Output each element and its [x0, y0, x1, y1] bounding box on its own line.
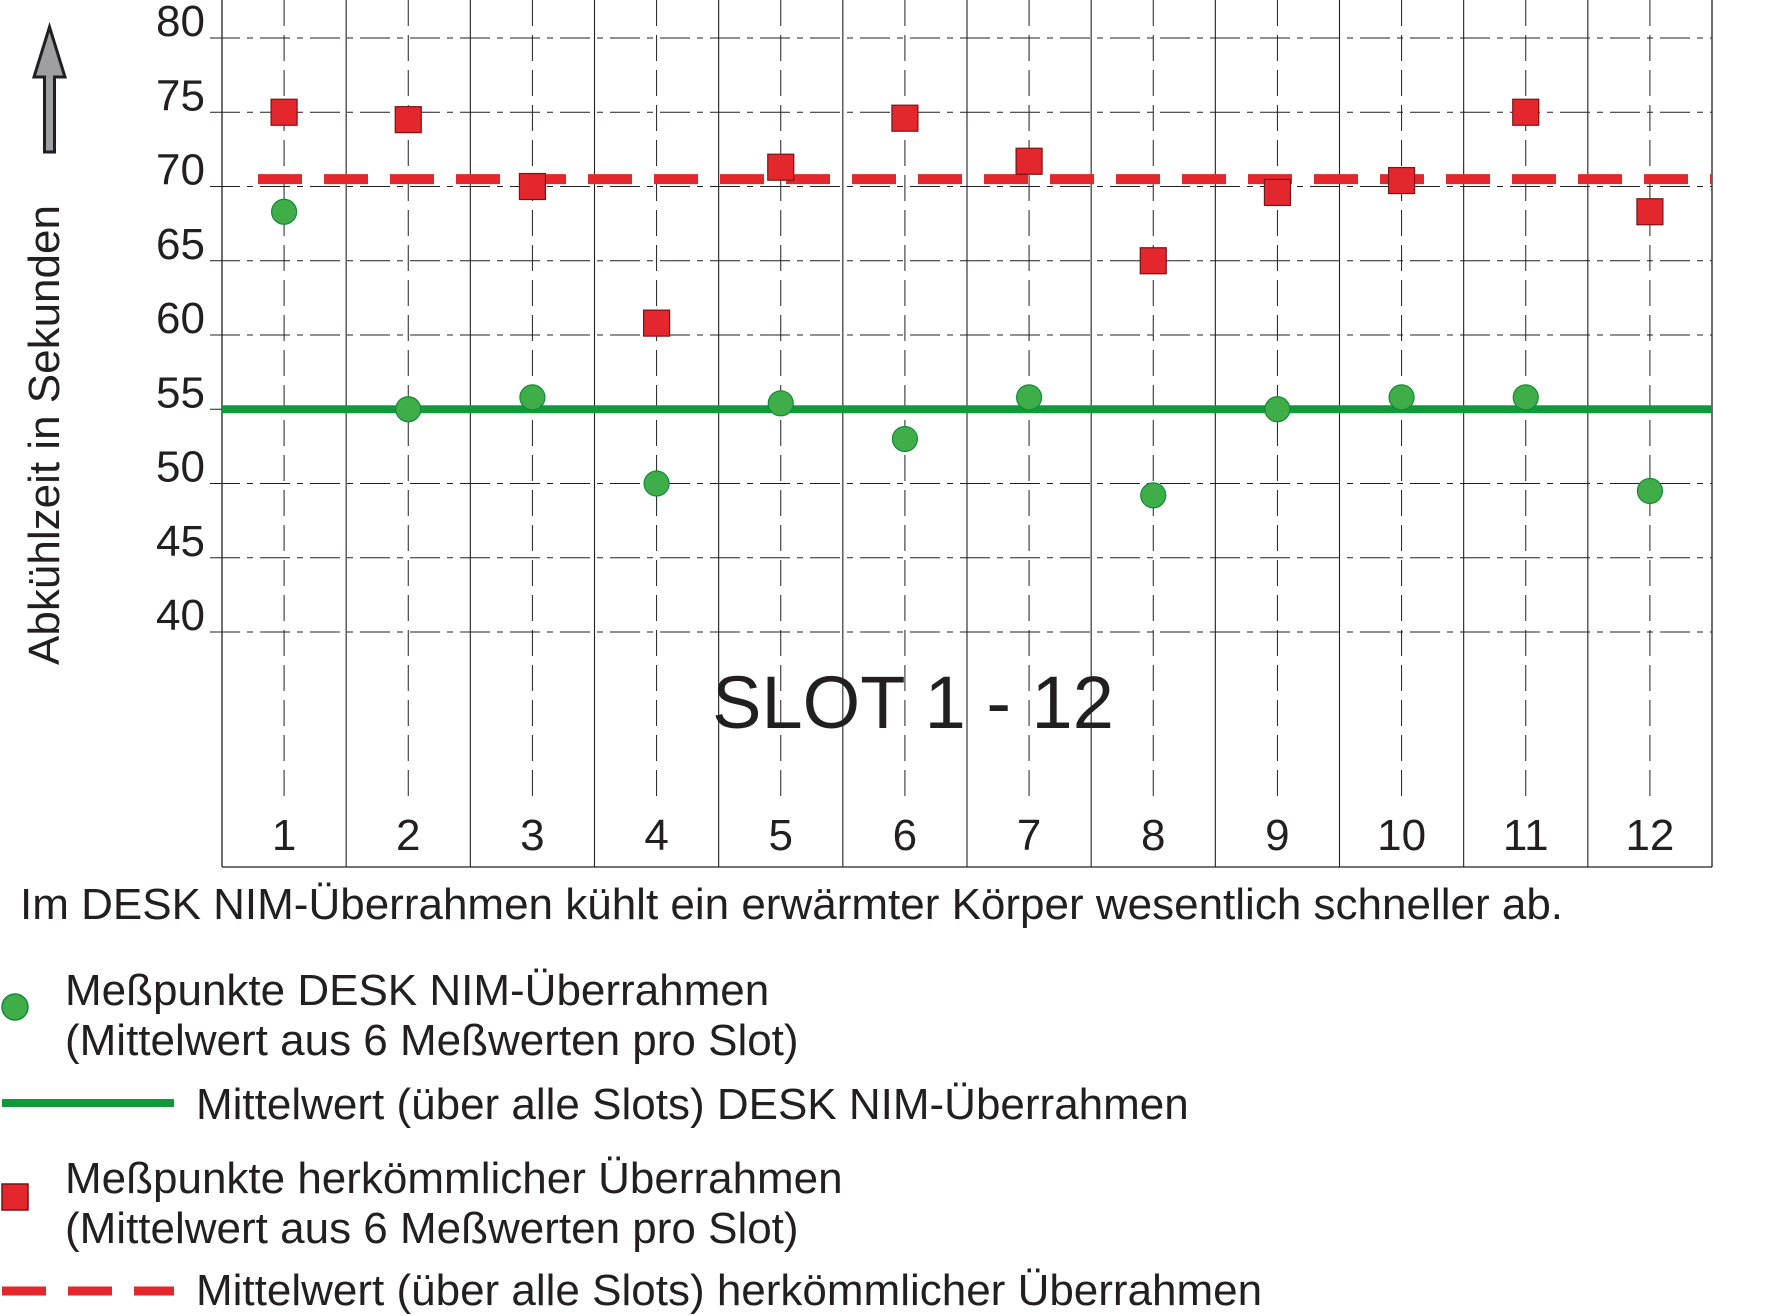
x-tick-label: 1 — [272, 811, 296, 860]
data-point-conventional — [891, 104, 919, 132]
y-tick-label: 45 — [156, 517, 205, 566]
y-tick-label: 80 — [156, 0, 205, 46]
green-circle-marker-icon — [1, 993, 29, 1021]
data-point-conventional — [1139, 247, 1167, 275]
x-tick-label: 8 — [1141, 811, 1165, 860]
data-marks — [270, 98, 1664, 509]
x-tick-label: 3 — [520, 811, 544, 860]
x-tick-label: 2 — [396, 811, 420, 860]
legend-label-green-points-line2: (Mittelwert aus 6 Meßwerten pro Slot) — [65, 1016, 799, 1065]
data-point-conventional — [1636, 198, 1664, 226]
chart-caption: Im DESK NIM-Überrahmen kühlt ein erwärmt… — [20, 880, 1564, 929]
y-tick-label: 70 — [156, 146, 205, 195]
y-axis-arrow-icon — [31, 21, 68, 154]
red-square-marker-icon — [1, 1183, 29, 1211]
x-tick-label: 5 — [769, 811, 793, 860]
legend-label-red-points-line1: Meßpunkte herkömmlicher Überrahmen — [65, 1154, 843, 1203]
x-tick-label: 4 — [644, 811, 668, 860]
data-point-desk-nim — [1388, 384, 1415, 411]
data-point-desk-nim — [1264, 396, 1291, 423]
x-tick-label: 7 — [1017, 811, 1041, 860]
x-tick-label: 12 — [1625, 811, 1674, 860]
y-axis-label: Abkühlzeit in Sekunden — [20, 205, 69, 665]
y-tick-label: 40 — [156, 591, 205, 640]
data-point-desk-nim — [643, 470, 670, 497]
legend-label-red-mean: Mittelwert (über alle Slots) herkömmlich… — [196, 1266, 1263, 1315]
y-tick-label: 60 — [156, 294, 205, 343]
data-point-conventional — [1512, 98, 1540, 126]
data-point-desk-nim — [891, 425, 919, 453]
data-point-conventional — [518, 172, 547, 201]
legend-label-green-points-line1: Meßpunkte DESK NIM-Überrahmen — [65, 966, 770, 1015]
data-point-desk-nim — [270, 198, 298, 225]
x-tick-label: 11 — [1503, 811, 1549, 860]
data-point-desk-nim — [1512, 384, 1539, 411]
data-point-conventional — [394, 106, 422, 134]
red-dashed-line-icon — [2, 1286, 174, 1296]
y-tick-label: 55 — [156, 368, 205, 417]
data-point-conventional — [767, 153, 795, 181]
y-tick-label: 65 — [156, 220, 205, 269]
x-tick-label: 6 — [893, 811, 917, 860]
data-point-desk-nim — [1015, 384, 1043, 411]
data-point-desk-nim — [519, 384, 546, 411]
data-point-conventional — [1015, 147, 1043, 175]
data-point-desk-nim — [395, 396, 422, 423]
data-point-desk-nim — [1636, 477, 1664, 505]
x-tick-label: 10 — [1377, 811, 1426, 860]
legend-label-red-points-line2: (Mittelwert aus 6 Meßwerten pro Slot) — [65, 1204, 799, 1253]
data-point-conventional — [642, 309, 671, 337]
legend-label-green-mean: Mittelwert (über alle Slots) DESK NIM-Üb… — [196, 1080, 1189, 1129]
data-point-desk-nim — [767, 390, 794, 417]
x-tick-label: 9 — [1265, 811, 1289, 860]
data-point-desk-nim — [1140, 482, 1167, 509]
data-point-conventional — [1263, 178, 1292, 207]
y-tick-label: 75 — [156, 71, 205, 120]
data-point-conventional — [270, 98, 298, 126]
y-tick-label: 50 — [156, 443, 205, 492]
reference-lines — [222, 174, 1712, 414]
green-solid-line-icon — [2, 1099, 174, 1107]
chart-title: SLOT 1 - 12 — [712, 661, 1114, 744]
data-point-conventional — [1387, 166, 1416, 195]
